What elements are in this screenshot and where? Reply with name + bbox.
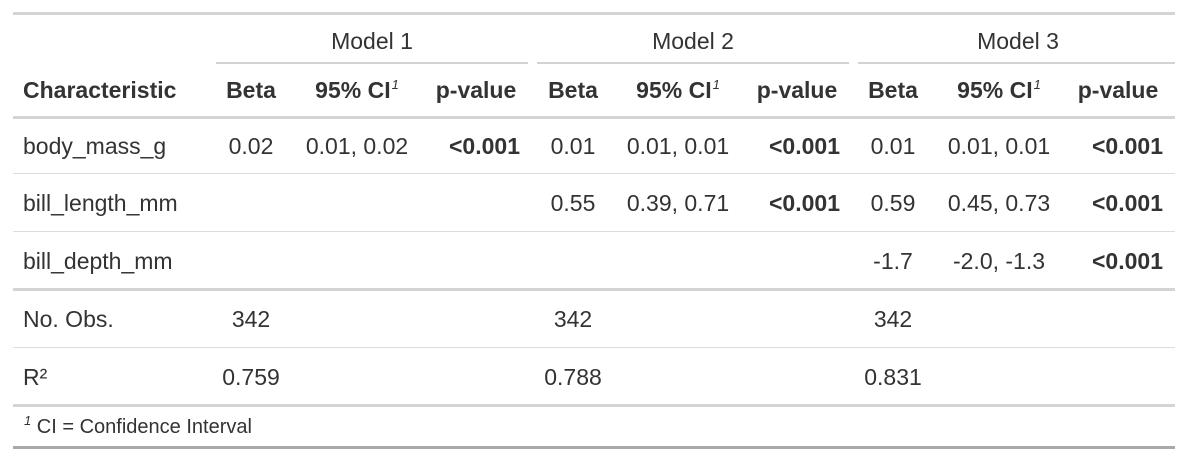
nobs-value: 342	[554, 304, 592, 334]
row-label: body_mass_g	[23, 131, 166, 161]
pvalue-value: <0.001	[769, 131, 840, 161]
ci-value: -2.0, -1.3	[953, 246, 1045, 276]
row-divider	[13, 173, 1175, 174]
footnote: 1 CI = Confidence Interval	[23, 412, 252, 442]
pvalue-value: <0.001	[1092, 246, 1163, 276]
footnote-mark: 1	[1034, 77, 1041, 92]
beta-value: 0.59	[871, 188, 916, 218]
pvalue-value: <0.001	[449, 131, 520, 161]
ci-value: 0.01, 0.02	[306, 131, 408, 161]
footnote-mark: 1	[24, 413, 31, 428]
ci-value: 0.45, 0.73	[948, 188, 1050, 218]
beta-value: 0.01	[871, 131, 916, 161]
pvalue-value: <0.001	[769, 188, 840, 218]
stats-divider	[13, 288, 1175, 291]
stat-label-r2: R²	[23, 362, 47, 392]
header-pvalue: p-value	[436, 75, 517, 105]
header-beta: Beta	[868, 75, 918, 105]
beta-value: 0.55	[551, 188, 596, 218]
spanner-model-1: Model 1	[331, 26, 413, 56]
spanner-line-model-2	[537, 62, 849, 64]
header-pvalue: p-value	[1078, 75, 1159, 105]
header-beta: Beta	[548, 75, 598, 105]
r2-value: 0.788	[544, 362, 602, 392]
nobs-value: 342	[232, 304, 270, 334]
pvalue-value: <0.001	[1092, 188, 1163, 218]
header-pvalue: p-value	[757, 75, 838, 105]
beta-value: 0.01	[551, 131, 596, 161]
top-border	[13, 12, 1175, 15]
header-ci: 95% CI1	[957, 75, 1041, 105]
bottom-border	[13, 446, 1175, 449]
ci-value: 0.01, 0.01	[948, 131, 1050, 161]
row-divider	[13, 231, 1175, 232]
footnote-mark: 1	[713, 77, 720, 92]
row-divider	[13, 347, 1175, 348]
header-beta: Beta	[226, 75, 276, 105]
beta-value: 0.02	[229, 131, 274, 161]
r2-value: 0.759	[222, 362, 280, 392]
spanner-line-model-1	[216, 62, 528, 64]
spanner-line-model-3	[858, 62, 1175, 64]
nobs-value: 342	[874, 304, 912, 334]
regression-table: Model 1 Model 2 Model 3 Characteristic B…	[13, 0, 1175, 464]
r2-value: 0.831	[864, 362, 922, 392]
header-bottom-border	[13, 116, 1175, 119]
ci-value: 0.01, 0.01	[627, 131, 729, 161]
spanner-model-3: Model 3	[977, 26, 1059, 56]
pvalue-value: <0.001	[1092, 131, 1163, 161]
header-ci: 95% CI1	[636, 75, 720, 105]
ci-value: 0.39, 0.71	[627, 188, 729, 218]
row-label: bill_depth_mm	[23, 246, 173, 276]
spanner-model-2: Model 2	[652, 26, 734, 56]
footnote-text: CI = Confidence Interval	[37, 416, 252, 438]
stat-label-nobs: No. Obs.	[23, 304, 114, 334]
header-characteristic: Characteristic	[23, 75, 176, 105]
footnote-divider	[13, 404, 1175, 407]
row-label: bill_length_mm	[23, 188, 178, 218]
footnote-mark: 1	[392, 77, 399, 92]
beta-value: -1.7	[873, 246, 913, 276]
header-ci: 95% CI1	[315, 75, 399, 105]
